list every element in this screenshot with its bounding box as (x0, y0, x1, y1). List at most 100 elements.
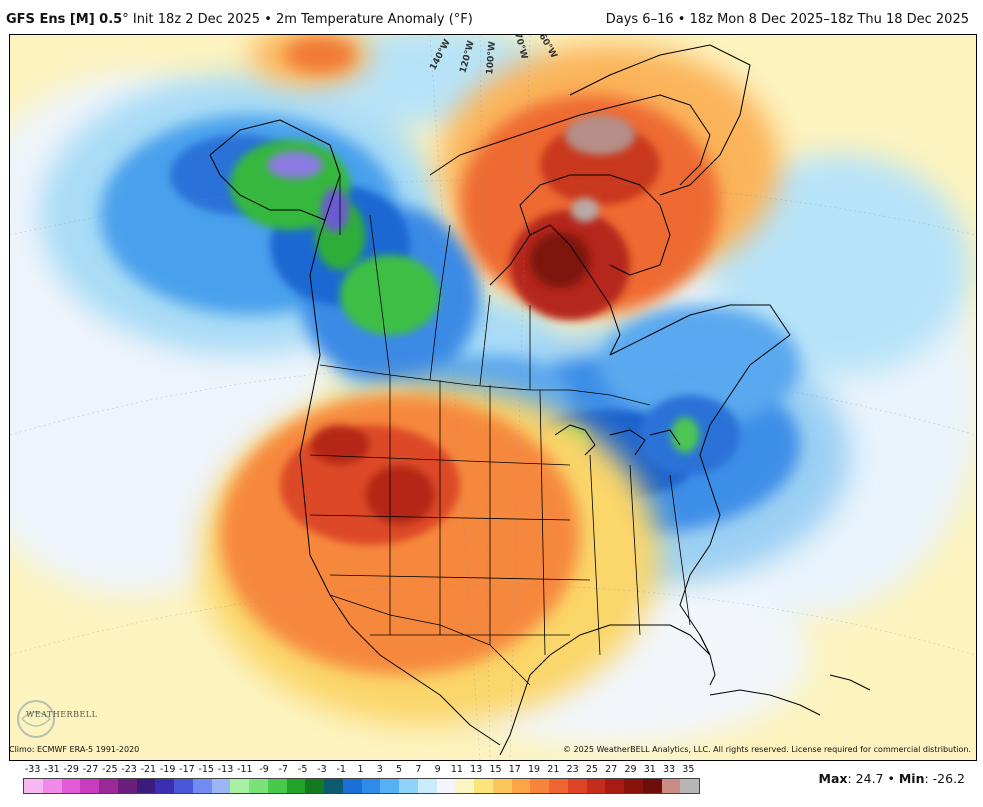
scale-tick-label: 15 (489, 764, 502, 775)
scale-swatch (586, 779, 606, 793)
scale-tick-label: 19 (528, 764, 541, 775)
scale-labels: -33 -31 -29 -27 -25 -23 -21 -19 -17 -15 -13 -11 -9 -7… (15, 764, 705, 776)
scale-swatch (342, 779, 362, 793)
scale-swatch (192, 779, 212, 793)
scale-tick-label: -9 (259, 764, 269, 775)
scale-tick-label: -33 (24, 764, 41, 775)
max-value: 24.7 (855, 771, 884, 786)
scale-swatch (174, 779, 193, 793)
scale-swatch (530, 779, 549, 793)
min-value: -26.2 (932, 771, 965, 786)
scale-tick-label: 33 (663, 764, 676, 775)
field-name: 2m Temperature Anomaly (°F) (276, 12, 473, 27)
max-min-readout: Max: 24.7 • Min: -26.2 (818, 771, 965, 786)
scale-tick-label: 35 (682, 764, 695, 775)
scale-tick-label: 21 (547, 764, 560, 775)
scale-swatch (361, 779, 381, 793)
scale-tick-label: -27 (82, 764, 99, 775)
scale-tick-label: -11 (237, 764, 253, 775)
scale-swatch (249, 779, 268, 793)
scale-tick-label: -31 (44, 764, 60, 775)
climo-label: Climo: ECMWF ERA-5 1991-2020 (9, 745, 140, 754)
scale-tick-label: -1 (336, 764, 346, 775)
scale-tick-label: -29 (63, 764, 79, 775)
init-time: Init 18z 2 Dec 2025 (132, 12, 261, 27)
scale-tick-label: -5 (297, 764, 308, 775)
scale-swatch (436, 779, 456, 793)
model-name: GFS Ens [M] 0.5 (6, 12, 123, 27)
scale-swatch (117, 779, 137, 793)
scale-tick-label: -17 (179, 764, 195, 775)
scale-bar (23, 778, 700, 794)
warm-extreme-areas (530, 115, 635, 288)
degree-symbol: ° (122, 12, 129, 27)
scale-tick-label: -25 (102, 764, 118, 775)
scale-tick-label: 27 (605, 764, 618, 775)
scale-tick-label: 23 (566, 764, 579, 775)
scale-swatch (680, 779, 699, 793)
scale-tick-label: -13 (217, 764, 234, 775)
scale-swatch (455, 779, 474, 793)
coastlines (209, 44, 871, 756)
scale-tick-label: -23 (121, 764, 137, 775)
scale-tick-label: 13 (470, 764, 483, 775)
scale-tick-label: -21 (140, 764, 157, 775)
scale-tick-label: 25 (585, 764, 598, 775)
scale-swatch (305, 779, 324, 793)
title-right: Days 6–16 • 18z Mon 8 Dec 2025–18z Thu 1… (606, 12, 969, 27)
scale-tick-label: 31 (643, 764, 656, 775)
scale-swatch (42, 779, 62, 793)
scale-tick-label: 29 (624, 764, 637, 775)
scale-swatch (155, 779, 174, 793)
scale-tick-label: 5 (396, 764, 403, 775)
copyright-label: © 2025 WeatherBELL Analytics, LLC. All r… (563, 745, 971, 754)
scale-swatch (211, 779, 231, 793)
scale-swatch (605, 779, 624, 793)
scale-tick-label: 3 (376, 764, 383, 775)
header: GFS Ens [M] 0.5° Init 18z 2 Dec 2025 • 2… (0, 0, 983, 32)
title-left: GFS Ens [M] 0.5° Init 18z 2 Dec 2025 • 2… (6, 12, 473, 27)
weatherbell-logo: WEATHERBELL (12, 699, 97, 739)
scale-swatch (80, 779, 99, 793)
scale-swatch (492, 779, 512, 793)
scale-tick-label: 11 (450, 764, 463, 775)
graticule (10, 35, 976, 760)
scale-swatch (99, 779, 118, 793)
scale-swatch (474, 779, 493, 793)
scale-swatch (136, 779, 156, 793)
color-scale: -33 -31 -29 -27 -25 -23 -21 -19 -17 -15 -13 -11 -9 -7… (15, 764, 705, 804)
scale-swatch (24, 779, 43, 793)
min-label: Min (898, 771, 925, 786)
borders (309, 144, 691, 686)
scale-swatch (286, 779, 306, 793)
scale-swatch (511, 779, 531, 793)
scale-tick-label: -7 (278, 764, 289, 775)
scale-tick-label: 17 (508, 764, 521, 775)
scale-tick-label: 9 (434, 764, 441, 775)
scale-swatch (417, 779, 437, 793)
separator-bullet: • (264, 12, 272, 27)
scale-tick-label: 1 (357, 764, 364, 775)
scale-tick-label: -3 (317, 764, 327, 775)
scale-swatch (661, 779, 681, 793)
scale-swatch (380, 779, 399, 793)
separator-bullet-2: • (677, 12, 686, 27)
logo-text: WEATHERBELL (26, 710, 98, 719)
cold-purple-areas (267, 151, 349, 232)
scale-swatch (267, 779, 287, 793)
scale-swatch (61, 779, 81, 793)
scale-tick-label: 7 (415, 764, 422, 775)
scale-swatch (399, 779, 418, 793)
max-label: Max (818, 771, 848, 786)
anomaly-map: 140°W 120°W 100°W 70°W 60°W WEATHERBELL (9, 34, 977, 761)
scale-swatch (642, 779, 662, 793)
scale-swatch (624, 779, 643, 793)
map-canvas (10, 35, 976, 760)
scale-swatch (324, 779, 343, 793)
scale-swatch (567, 779, 587, 793)
scale-swatch (230, 779, 249, 793)
scale-tick-label: -19 (159, 764, 176, 775)
scale-tick-label: -15 (198, 764, 214, 775)
forecast-days: Days 6–16 (605, 12, 674, 27)
valid-period: 18z Mon 8 Dec 2025–18z Thu 18 Dec 2025 (689, 12, 969, 27)
